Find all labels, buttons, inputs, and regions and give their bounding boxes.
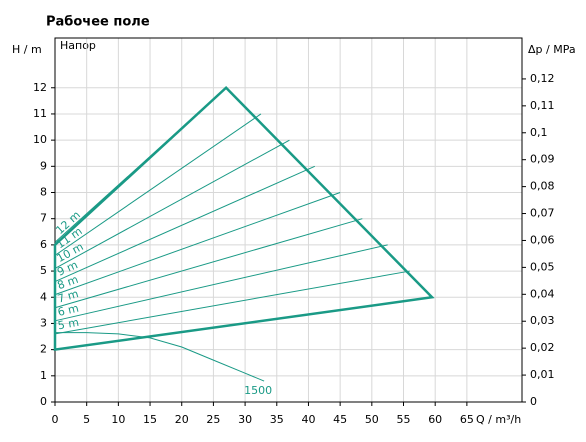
y-tick-label: 9 [40,159,47,172]
x-tick-label: 20 [175,413,189,426]
head-line [54,192,341,296]
plot-frame [54,37,523,403]
x-tick-label: 25 [206,413,220,426]
y-tick-label: 6 [40,238,47,251]
y-tick-label: 8 [40,186,47,199]
y2-tick-label: 0,12 [530,72,555,85]
x-tick-label: 5 [83,413,90,426]
y2-tick-label: 0,11 [530,99,555,112]
line-label: 7 m [56,287,80,305]
x-tick-label: 40 [301,413,315,426]
x-tick-label: 55 [397,413,411,426]
y2-tick-label: 0,05 [530,260,555,273]
y-tick-label: 0 [40,395,47,408]
y-tick-label: 5 [40,264,47,277]
y-tick-label: 2 [40,343,47,356]
y-tick-label: 3 [40,316,47,329]
head-line [54,218,363,309]
y2-tick-label: 0,01 [530,368,555,381]
y2-tick-label: 0,04 [530,287,555,300]
y-tick-label: 11 [33,107,47,120]
x-tick-label: 10 [111,413,125,426]
y2-tick-label: 0,1 [530,126,548,139]
x-tick-label: 45 [333,413,347,426]
y-tick-label: 12 [33,81,47,94]
head-line [54,87,227,243]
working-field [53,86,435,352]
pump-curve [55,332,265,382]
head-line [54,244,388,322]
curve-label: 1500 [244,384,272,397]
x-tick-label: 50 [365,413,379,426]
y2-tick-label: 0,02 [530,341,555,354]
x-tick-label: 35 [270,413,284,426]
y2-tick-label: 0,08 [530,180,555,193]
head-line [54,270,410,335]
annotation: Напор [60,39,96,52]
y2-tick-label: 0,03 [530,314,555,327]
x-tick-label: 65 [460,413,474,426]
head-line [54,139,290,269]
x-tick-label: 30 [238,413,252,426]
y2-tick-label: 0,06 [530,233,555,246]
y-tick-label: 4 [40,290,47,303]
y2-tick-label: 0 [530,395,537,408]
y2-tick-label: 0,09 [530,153,555,166]
y2-axis-label: Δp / MPa [528,43,576,56]
line-label: 6 m [56,302,80,319]
y2-tick-label: 0,07 [530,207,555,220]
chart-title: Рабочее поле [46,15,150,30]
head-line [54,165,315,282]
x-tick-label: 15 [143,413,157,426]
y-tick-label: 7 [40,212,47,225]
x-tick-label: 0 [52,413,59,426]
x-axis-label: Q / m³/h [476,413,521,426]
head-line [54,113,262,256]
y-axis-label: H / m [12,43,42,56]
x-tick-label: 60 [428,413,442,426]
y-tick-label: 10 [33,133,47,146]
line-label: 5 m [57,316,80,333]
y-tick-label: 1 [40,369,47,382]
